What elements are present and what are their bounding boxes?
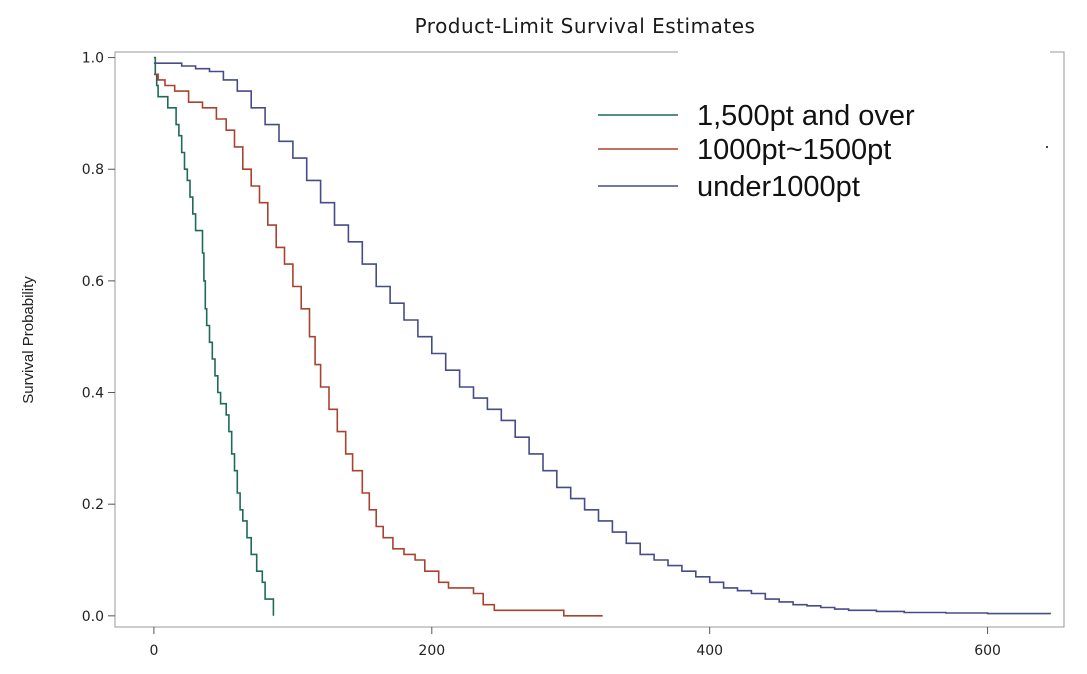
- chart-title: Product-Limit Survival Estimates: [415, 14, 756, 38]
- series-line-1: [153, 56, 275, 616]
- legend-background: [678, 50, 1050, 235]
- y-tick-label: 0.0: [82, 609, 104, 625]
- x-tick-label: 0: [149, 643, 158, 659]
- y-tick-label: 0.4: [82, 386, 104, 402]
- y-tick-label: 0.2: [82, 497, 104, 513]
- stray-mark: [1046, 146, 1048, 148]
- y-tick-label: 0.6: [82, 274, 104, 290]
- legend-label-2: 1000pt~1500pt: [697, 134, 891, 166]
- y-tick-label: 0.8: [82, 162, 104, 178]
- plot-frame: [114, 51, 1065, 628]
- y-axis-label: Survival Probability: [20, 276, 37, 404]
- x-tick-label: 200: [418, 643, 445, 659]
- series-line-3: [153, 62, 1051, 615]
- x-axis: 0 200 400 600: [149, 627, 1001, 659]
- y-axis: 0.0 0.2 0.4 0.6 0.8 1.0: [82, 51, 115, 625]
- x-tick-label: 600: [974, 643, 1001, 659]
- legend-label-3: under1000pt: [697, 171, 860, 203]
- survival-curves: [153, 56, 1051, 617]
- y-tick-label: 1.0: [82, 51, 104, 67]
- legend-label-1: 1,500pt and over: [697, 100, 915, 132]
- series-line-2: [153, 73, 603, 617]
- x-tick-label: 400: [696, 643, 723, 659]
